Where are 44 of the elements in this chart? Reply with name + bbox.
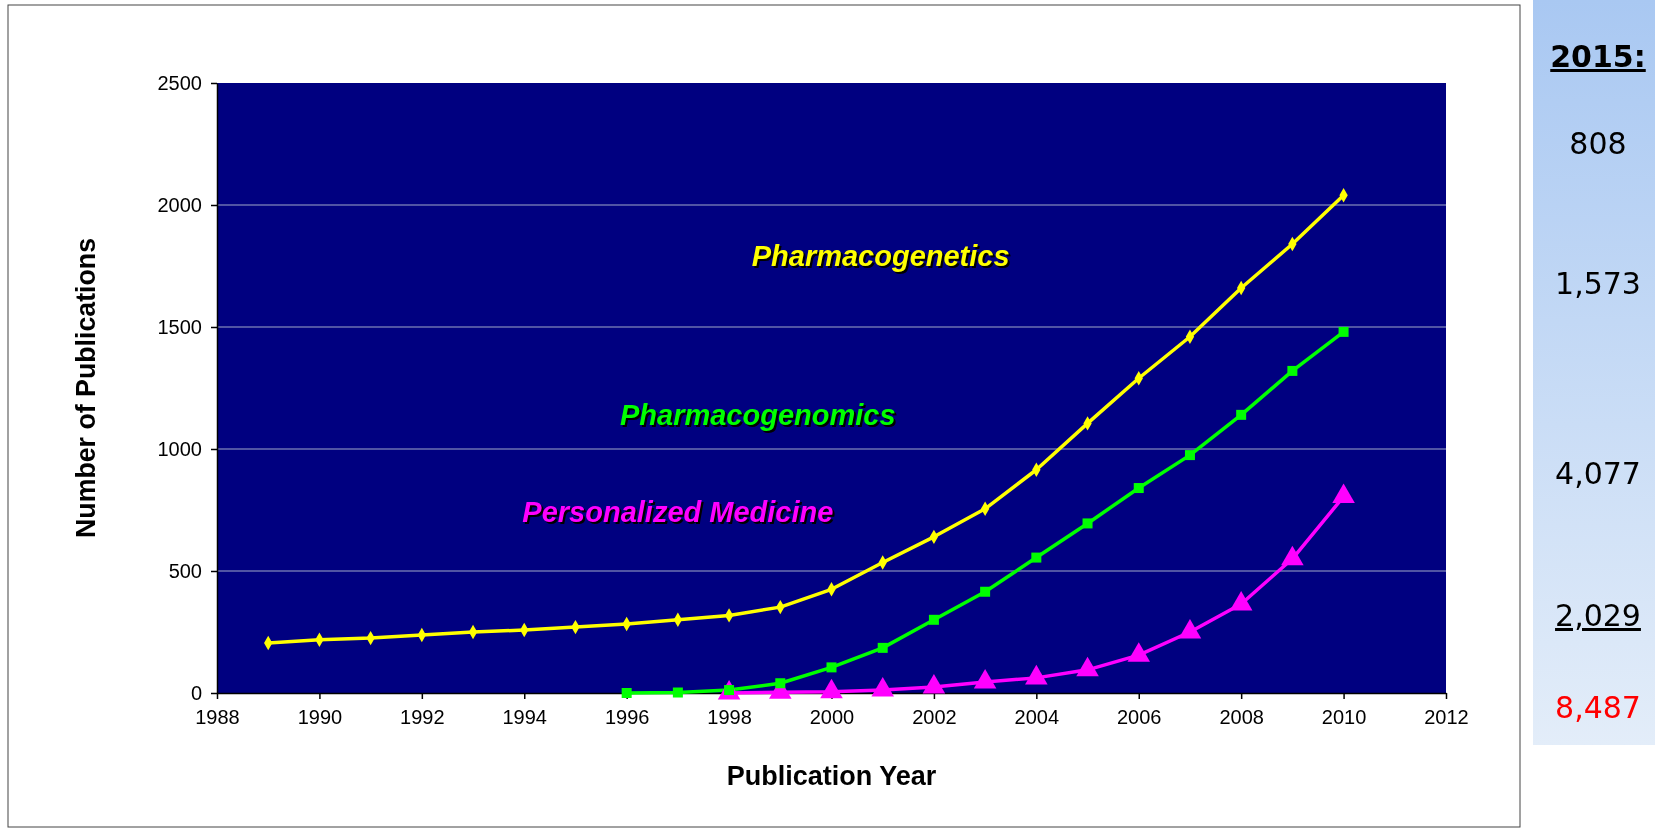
point	[1287, 365, 1298, 376]
text: 2,029	[1555, 598, 1641, 633]
y-axis-title: Number of Publications	[71, 234, 101, 538]
point	[928, 614, 939, 625]
x-tick-label: 2008	[1219, 706, 1264, 728]
point	[672, 687, 683, 698]
x-tick-label: 2004	[1014, 706, 1060, 728]
point	[1338, 326, 1349, 337]
x-tick-label: 1994	[502, 706, 547, 728]
x-tick-label: 1988	[195, 706, 240, 728]
point	[1133, 483, 1144, 494]
point	[1082, 518, 1093, 529]
x-tick-label: 2012	[1424, 706, 1469, 728]
text: Personalized Medicine	[522, 496, 834, 529]
y-tick-label: 500	[168, 559, 202, 582]
point	[826, 662, 837, 673]
y-tick-label: 1000	[157, 437, 202, 460]
text: Pharmacogenomics	[619, 398, 896, 431]
x-tick-label: 2000	[809, 706, 855, 728]
y-tick-label: 0	[190, 681, 202, 704]
x-tick-label: 1990	[297, 706, 343, 728]
x-tick-label: 1992	[400, 706, 445, 728]
point	[775, 678, 786, 689]
x-axis-title: Publication Year	[726, 761, 937, 791]
point	[877, 642, 888, 653]
x-tick-label: 2006	[1117, 706, 1162, 728]
text: 1,573	[1555, 266, 1641, 301]
point	[1236, 409, 1247, 420]
point	[1031, 552, 1042, 563]
text: 4,077	[1555, 456, 1641, 491]
y-tick-label: 2500	[157, 71, 202, 94]
x-tick-label: 2002	[912, 706, 957, 728]
y-tick-label: 2000	[157, 193, 202, 216]
point	[980, 586, 991, 597]
point	[621, 688, 632, 698]
y-tick-label: 1500	[157, 315, 202, 338]
text: 8,487	[1555, 690, 1641, 725]
text: 2015:	[1550, 39, 1646, 74]
x-tick-label: 2010	[1321, 706, 1367, 728]
x-tick-label: 1996	[604, 706, 650, 728]
text: Pharmacogenetics	[751, 240, 1010, 272]
x-tick-label: 1998	[707, 706, 752, 728]
text: 808	[1569, 126, 1627, 161]
point	[1184, 450, 1195, 461]
